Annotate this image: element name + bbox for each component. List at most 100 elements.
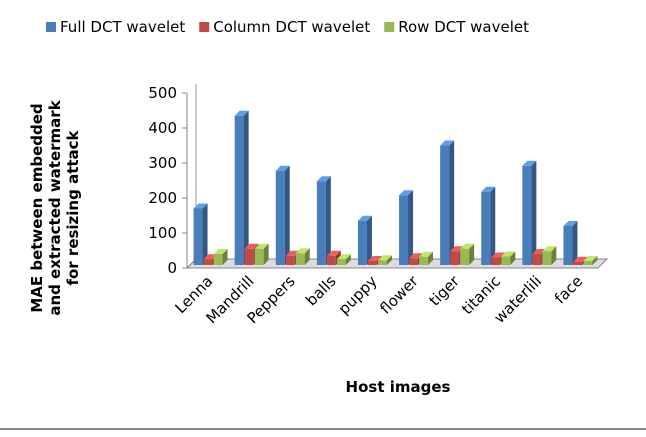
bar-front — [254, 248, 264, 265]
bar-front — [522, 165, 532, 265]
bar-front — [336, 259, 346, 265]
bar-top — [563, 221, 578, 226]
bar-top — [532, 249, 547, 254]
bar-side — [386, 255, 392, 265]
bar-top — [460, 243, 475, 249]
bar — [234, 110, 249, 265]
bar-top — [213, 249, 228, 254]
bar — [460, 243, 475, 265]
bar — [419, 251, 434, 265]
bar — [542, 246, 557, 265]
bar-front — [501, 256, 511, 265]
bar-top — [244, 243, 259, 249]
bar-side — [428, 251, 434, 265]
bar-front — [213, 254, 223, 265]
bar-side — [202, 203, 208, 265]
bar-top — [377, 255, 392, 261]
bar — [275, 165, 290, 265]
bar — [295, 248, 310, 265]
bar-top — [501, 251, 516, 257]
bar-top — [295, 248, 310, 254]
bar-top — [234, 110, 249, 116]
bar-front — [244, 248, 254, 265]
bar-side — [469, 243, 475, 265]
bar-front — [573, 261, 583, 265]
bar-front — [542, 251, 552, 265]
bar — [440, 140, 455, 265]
x-axis-title: Host images — [346, 378, 451, 396]
x-tick-label: flower — [376, 272, 422, 318]
bar-top — [254, 243, 269, 249]
bar-top — [336, 254, 351, 260]
bar-front — [316, 181, 326, 265]
bar-top — [522, 160, 537, 166]
bar — [254, 243, 269, 265]
bar-side — [531, 160, 537, 265]
bar-top — [285, 250, 300, 256]
bar-front — [419, 256, 429, 265]
bar-front — [532, 254, 542, 265]
bar — [481, 186, 496, 265]
bar — [501, 251, 516, 265]
bar-top — [583, 256, 598, 261]
bar-front — [481, 191, 491, 265]
bar-front — [234, 115, 244, 265]
bar-top — [357, 215, 372, 221]
bar — [316, 176, 331, 265]
bar-side — [551, 246, 557, 265]
bar-top — [399, 190, 414, 196]
bar-side — [304, 248, 310, 265]
bar-top — [542, 246, 557, 252]
bar-front — [193, 208, 203, 265]
bar-top — [316, 176, 331, 182]
bar-front — [440, 145, 450, 265]
bar-top — [409, 253, 424, 259]
bar-top — [419, 251, 434, 257]
bar-front — [295, 253, 305, 265]
y-tick-label: 400 — [148, 119, 177, 137]
bar-top — [481, 186, 496, 192]
bar-top — [573, 256, 588, 262]
y-tick-label: 0 — [167, 259, 177, 277]
bar-top — [440, 140, 455, 146]
bar — [213, 249, 228, 265]
legend-swatch — [384, 22, 395, 32]
bar-top — [450, 246, 465, 252]
bar — [522, 160, 537, 265]
bar-front — [357, 220, 367, 265]
bar-side — [510, 251, 516, 265]
bar — [336, 254, 351, 265]
y-axis-title: MAE between embedded and extracted water… — [28, 100, 82, 316]
x-tick-label: balls — [302, 272, 340, 310]
bar — [399, 190, 414, 265]
bar-side — [325, 176, 331, 265]
bar-side — [449, 140, 455, 265]
bar-front — [583, 261, 593, 265]
x-tick-label: tiger — [426, 272, 464, 310]
bar-front — [377, 260, 387, 265]
bar-side — [243, 110, 249, 265]
bar-front — [409, 258, 419, 265]
legend-label: Row DCT wavelet — [398, 18, 529, 36]
legend-swatch — [46, 22, 56, 32]
y-tick-label: 100 — [148, 224, 177, 242]
bar — [583, 256, 598, 265]
bar — [563, 221, 578, 265]
bar-side — [263, 243, 269, 265]
bar-side — [490, 186, 496, 265]
x-tick-label: puppy — [335, 272, 381, 318]
bar-front — [460, 248, 470, 265]
x-tick-label: face — [551, 272, 586, 307]
legend-label: Column DCT wavelet — [213, 18, 370, 36]
bar-front — [367, 261, 377, 265]
bar-top — [367, 256, 382, 261]
bar-front — [275, 170, 285, 265]
bar-side — [222, 249, 228, 265]
legend-label: Full DCT wavelet — [60, 18, 185, 36]
bar-top — [326, 250, 341, 256]
bar-front — [285, 255, 295, 265]
bar-front — [563, 226, 573, 265]
bar-top — [491, 252, 506, 258]
bar-front — [450, 251, 460, 265]
